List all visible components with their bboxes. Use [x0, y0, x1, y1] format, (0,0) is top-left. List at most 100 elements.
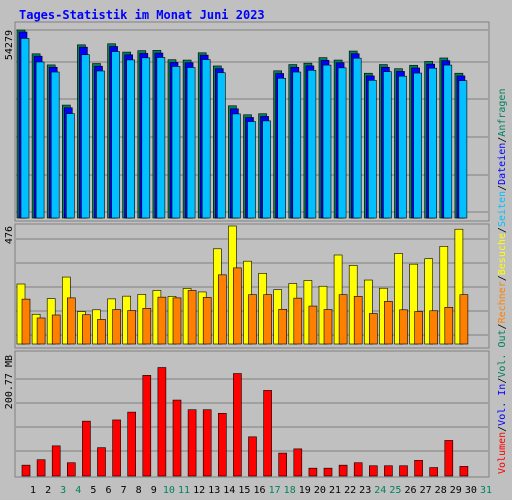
legend-item: / [497, 185, 508, 191]
bar-volumen-day-25 [384, 465, 393, 477]
bar-besuche-day-29 [439, 246, 449, 345]
x-tick-label-day-20: 20 [314, 485, 326, 496]
bar-seiten-day-20 [307, 69, 317, 219]
bar-volumen-day-11 [172, 399, 182, 477]
bar-seiten-day-4 [66, 113, 75, 219]
x-tick-label-day-3: 3 [60, 485, 66, 496]
y-max-label-volumen: 200.77 MB [4, 355, 15, 409]
x-tick-label-day-17: 17 [269, 485, 281, 496]
bar-rechner-day-2 [36, 317, 46, 345]
x-tick-label-day-28: 28 [435, 485, 447, 496]
legend-item: / [497, 323, 508, 329]
bar-rechner-day-1 [21, 298, 31, 345]
bar-volumen-day-8 [127, 411, 136, 477]
bar-rechner-day-4 [67, 297, 76, 345]
bar-rechner-day-12 [187, 290, 197, 345]
bar-seiten-day-11 [171, 66, 181, 219]
x-tick-label-day-25: 25 [389, 485, 401, 496]
bar-volumen-day-7 [112, 419, 121, 477]
bar-seiten-day-30 [458, 80, 468, 219]
bar-volumen-day-6 [97, 447, 106, 477]
bar-rechner-day-8 [127, 310, 136, 345]
chart-title: Tages-Statistik im Monat Juni 2023 [19, 8, 265, 22]
x-tick-label-day-12: 12 [193, 485, 205, 496]
bar-rechner-day-24 [368, 313, 378, 345]
bar-seiten-day-23 [352, 57, 362, 219]
bar-volumen-day-28 [429, 467, 439, 477]
bar-seiten-day-21 [322, 64, 332, 219]
x-tick-label-day-11: 11 [178, 485, 190, 496]
bar-volumen-day-14 [218, 413, 227, 477]
bar-seiten-day-2 [35, 61, 45, 219]
bar-volumen-day-9 [142, 375, 152, 477]
bar-marks [16, 29, 469, 477]
bar-volumen-day-15 [233, 373, 242, 477]
x-tick-label-day-15: 15 [238, 485, 250, 496]
bar-seiten-day-9 [141, 57, 151, 219]
bar-rechner-day-22 [338, 294, 348, 345]
bar-rechner-day-16 [248, 294, 257, 345]
x-tick-label-day-1: 1 [30, 485, 36, 496]
bar-besuche-day-27 [409, 263, 418, 345]
legend-item: Rechner [497, 281, 508, 323]
legend-item: / [497, 378, 508, 384]
x-tick-label-day-26: 26 [404, 485, 416, 496]
x-tick-label-day-14: 14 [223, 485, 235, 496]
bar-rechner-day-25 [384, 301, 393, 345]
x-tick-label-day-6: 6 [105, 485, 111, 496]
bar-seiten-day-24 [367, 80, 377, 219]
bar-rechner-day-19 [293, 297, 303, 345]
bar-seiten-day-27 [413, 72, 422, 219]
legend-item: Vol. Out [497, 329, 508, 377]
x-tick-label-day-22: 22 [344, 485, 356, 496]
bar-besuche-day-26 [394, 253, 403, 345]
bar-besuche-day-30 [454, 228, 464, 345]
bar-rechner-day-11 [172, 297, 182, 345]
bar-rechner-day-9 [142, 308, 152, 345]
x-tick-label-day-23: 23 [359, 485, 371, 496]
bar-volumen-day-2 [36, 459, 46, 477]
bar-seiten-day-25 [383, 71, 392, 219]
right-legend-text: Volumen/Vol. In/Vol. Out/Rechner/Besuche… [497, 89, 508, 474]
bar-volumen-day-22 [338, 464, 348, 477]
y-max-label-besuche: 476 [4, 226, 15, 244]
legend-item: Dateien [497, 143, 508, 185]
bar-seiten-day-15 [232, 113, 241, 219]
bar-volumen-day-21 [323, 467, 333, 477]
legend-item: / [497, 275, 508, 281]
bar-rechner-day-23 [353, 296, 363, 345]
bar-volumen-day-10 [157, 367, 167, 477]
x-tick-label-day-21: 21 [329, 485, 341, 496]
x-tick-label-day-4: 4 [75, 485, 81, 496]
bar-volumen-day-4 [67, 462, 76, 477]
bar-besuche-day-24 [363, 279, 373, 345]
legend-item: Anfragen [497, 89, 508, 137]
x-tick-label-day-19: 19 [299, 485, 311, 496]
bar-seiten-day-13 [201, 59, 211, 219]
x-tick-label-day-16: 16 [253, 485, 265, 496]
x-tick-label-day-29: 29 [450, 485, 462, 496]
bar-volumen-day-20 [308, 467, 318, 477]
bar-volumen-day-23 [353, 462, 363, 477]
bar-rechner-day-14 [218, 274, 227, 345]
bar-rechner-day-29 [444, 307, 454, 345]
bar-volumen-day-24 [368, 465, 378, 477]
bar-volumen-day-19 [293, 448, 303, 477]
bar-seiten-day-3 [50, 71, 60, 219]
legend-item: Besuche [497, 233, 508, 275]
x-tick-label-day-13: 13 [208, 485, 220, 496]
bar-seiten-day-14 [217, 72, 226, 219]
bar-rechner-day-30 [459, 294, 469, 345]
bar-seiten-day-29 [443, 64, 453, 219]
x-tick-label-day-7: 7 [121, 485, 127, 496]
bar-volumen-day-5 [82, 420, 91, 477]
legend-item: Volumen [497, 432, 508, 474]
bar-rechner-day-3 [51, 314, 61, 345]
bar-seiten-day-8 [126, 59, 135, 219]
bar-rechner-day-7 [112, 309, 121, 345]
bar-seiten-day-22 [337, 67, 347, 219]
bar-rechner-day-17 [263, 294, 272, 345]
bar-rechner-day-5 [82, 314, 91, 345]
bar-rechner-day-15 [233, 267, 242, 345]
